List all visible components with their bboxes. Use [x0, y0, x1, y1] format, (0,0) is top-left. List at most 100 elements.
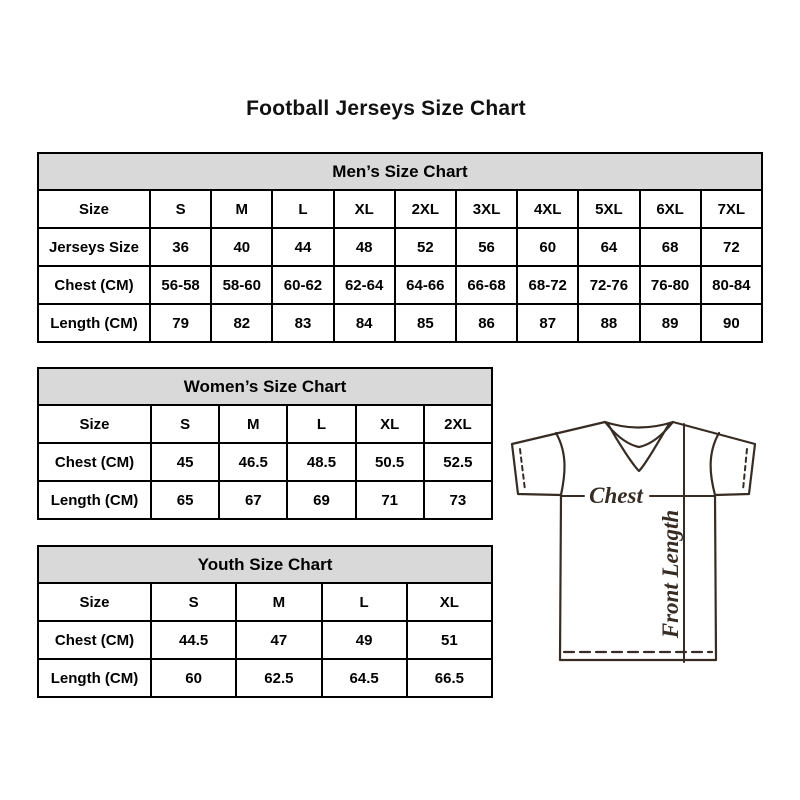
table-title: Men’s Size Chart — [37, 152, 763, 191]
table-row: Chest (CM) 45 46.5 48.5 50.5 52.5 — [37, 442, 494, 482]
table-header-row: Women’s Size Chart — [37, 367, 493, 406]
table-cell: 64.5 — [320, 658, 408, 698]
table-cell: 44.5 — [149, 620, 238, 660]
table-cell: 89 — [638, 303, 702, 343]
table-cell: L — [320, 582, 408, 622]
row-label: Jerseys Size — [37, 227, 151, 267]
table-cell: 2XL — [422, 404, 494, 444]
table-cell: 66-68 — [454, 265, 519, 305]
table-cell: 45 — [149, 442, 221, 482]
table-cell: S — [149, 582, 238, 622]
table-cell: 88 — [577, 303, 641, 343]
jersey-right-armhole-seam — [709, 431, 721, 497]
table-cell: 5XL — [577, 189, 641, 229]
row-label: Chest (CM) — [37, 442, 152, 482]
table-row: Size S M L XL 2XL — [37, 404, 494, 444]
table-cell: 62-64 — [332, 265, 396, 305]
table-cell: 40 — [210, 227, 274, 267]
table-cell: M — [235, 582, 323, 622]
page-title: Football Jerseys Size Chart — [246, 97, 526, 120]
womens-size-table: Women’s Size Chart Size S M L XL 2XL Chest (CM… — [37, 367, 494, 520]
table-row: Chest (CM) 44.5 47 49 51 — [37, 620, 494, 660]
table-cell: 56 — [454, 227, 519, 267]
jersey-measurement-diagram: Chest Front Length — [505, 404, 767, 666]
table-cell: 84 — [332, 303, 396, 343]
table-cell: 71 — [354, 480, 425, 520]
table-row: Chest (CM) 56-58 58-60 60-62 62-64 64-66 66-68… — [37, 265, 764, 305]
table-cell: 72 — [699, 227, 764, 267]
table-cell: 6XL — [638, 189, 702, 229]
table-cell: 82 — [210, 303, 274, 343]
table-cell: 85 — [393, 303, 457, 343]
table-row: Length (CM) 65 67 69 71 73 — [37, 480, 494, 520]
table-cell: 90 — [699, 303, 764, 343]
table-cell: 50.5 — [354, 442, 425, 482]
table-cell: 49 — [320, 620, 408, 660]
chest-label: Chest — [589, 483, 643, 508]
row-label: Chest (CM) — [37, 620, 152, 660]
table-cell: 56-58 — [148, 265, 213, 305]
table-cell: 83 — [271, 303, 335, 343]
table-cell: 76-80 — [638, 265, 702, 305]
table-cell: XL — [332, 189, 396, 229]
jersey-diagram-icon: Chest Front Length — [510, 420, 757, 663]
jersey-collar-vneck — [606, 422, 671, 473]
table-row: Size S M L XL — [37, 582, 494, 622]
youth-size-table: Youth Size Chart Size S M L XL Chest (CM) 44.5… — [37, 545, 494, 698]
table-cell: 44 — [271, 227, 335, 267]
table-cell: S — [149, 404, 221, 444]
table-cell: L — [271, 189, 335, 229]
table-cell: 86 — [454, 303, 519, 343]
table-header-row: Men’s Size Chart — [37, 152, 763, 191]
table-cell: 52.5 — [422, 442, 494, 482]
jersey-left-armhole-seam — [554, 431, 566, 497]
table-cell: XL — [354, 404, 425, 444]
table-cell: S — [148, 189, 213, 229]
table-cell: 65 — [149, 480, 221, 520]
table-row: Length (CM) 79 82 83 84 85 86 87 88 89 90 — [37, 303, 764, 343]
table-cell: 67 — [218, 480, 289, 520]
table-cell: 48.5 — [286, 442, 357, 482]
table-cell: L — [286, 404, 357, 444]
table-cell: 64 — [577, 227, 641, 267]
table-cell: XL — [405, 582, 494, 622]
table-cell: 62.5 — [235, 658, 323, 698]
table-cell: 2XL — [393, 189, 457, 229]
table-cell: 68 — [638, 227, 702, 267]
jersey-right-cuff-dash — [742, 448, 748, 491]
table-cell: 72-76 — [577, 265, 641, 305]
table-cell: 46.5 — [218, 442, 289, 482]
table-cell: 51 — [405, 620, 494, 660]
jersey-body — [558, 493, 718, 662]
table-cell: 80-84 — [699, 265, 764, 305]
row-label: Size — [37, 582, 152, 622]
table-title: Women’s Size Chart — [37, 367, 493, 406]
table-cell: 79 — [148, 303, 213, 343]
table-row: Jerseys Size 36 40 44 48 52 56 60 64 68 72 — [37, 227, 764, 267]
row-label: Size — [37, 404, 152, 444]
table-cell: 4XL — [516, 189, 580, 229]
table-cell: 3XL — [454, 189, 519, 229]
table-cell: 52 — [393, 227, 457, 267]
table-cell: 60 — [149, 658, 238, 698]
jersey-right-sleeve — [671, 420, 757, 497]
row-label: Size — [37, 189, 151, 229]
table-title: Youth Size Chart — [37, 545, 493, 584]
mens-size-table: Men’s Size Chart Size S M L XL 2XL 3XL 4XL 5XL 6X… — [37, 152, 764, 343]
table-cell: 64-66 — [393, 265, 457, 305]
jersey-left-cuff-dash — [519, 448, 526, 491]
table-header-row: Youth Size Chart — [37, 545, 493, 584]
table-cell: 7XL — [699, 189, 764, 229]
table-cell: 36 — [148, 227, 213, 267]
table-cell: 60 — [516, 227, 580, 267]
table-cell: M — [218, 404, 289, 444]
table-cell: 48 — [332, 227, 396, 267]
table-cell: 69 — [286, 480, 357, 520]
table-cell: 58-60 — [210, 265, 274, 305]
table-cell: 87 — [516, 303, 580, 343]
table-cell: 68-72 — [516, 265, 580, 305]
table-row: Size S M L XL 2XL 3XL 4XL 5XL 6XL 7XL — [37, 189, 764, 229]
table-cell: 60-62 — [271, 265, 335, 305]
table-cell: 47 — [235, 620, 323, 660]
table-cell: 66.5 — [405, 658, 494, 698]
